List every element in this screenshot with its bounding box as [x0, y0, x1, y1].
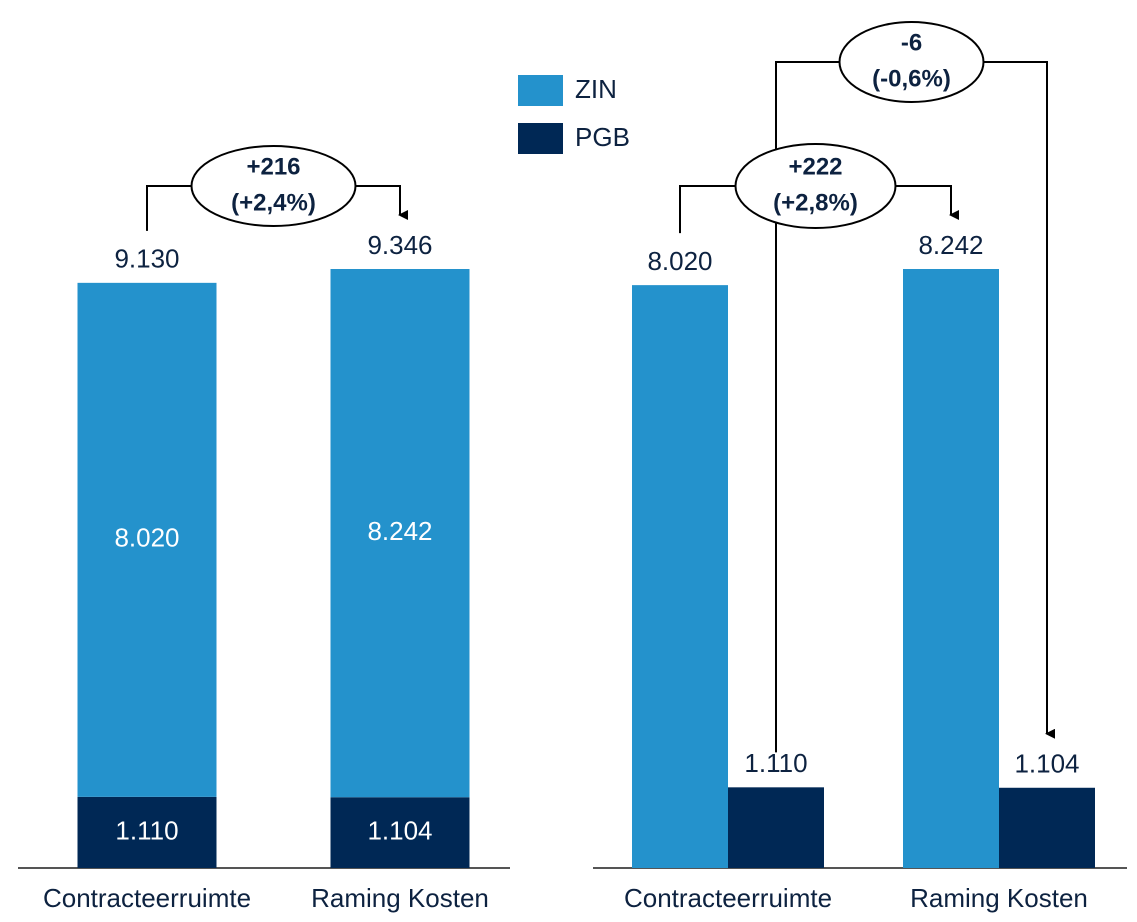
value-label: 8.242	[918, 230, 983, 260]
total-label: 9.130	[114, 244, 179, 274]
bar	[728, 787, 824, 868]
x-tick-label: Contracteerruimte	[43, 883, 251, 913]
bar	[77, 282, 217, 797]
x-tick-label: Raming Kosten	[311, 883, 489, 913]
x-tick-label: Raming Kosten	[910, 883, 1088, 913]
bar	[999, 787, 1095, 868]
annotation-bubble	[190, 145, 357, 227]
annotation-bubble	[838, 21, 985, 103]
bar	[632, 285, 728, 869]
value-label: 1.104	[367, 815, 432, 845]
value-label: 8.242	[367, 516, 432, 546]
legend-label: PGB	[575, 122, 630, 152]
annotation-text: (-0,6%)	[872, 65, 951, 92]
legend-label: ZIN	[575, 74, 617, 104]
value-label: 8.020	[114, 523, 179, 553]
bar	[903, 269, 999, 868]
bar	[330, 797, 470, 868]
bar	[77, 796, 217, 868]
value-label: 8.020	[647, 246, 712, 276]
annotation-text: (+2,8%)	[773, 189, 858, 216]
value-label: 1.110	[744, 748, 807, 778]
value-label: 1.110	[115, 815, 178, 845]
value-label: 1.104	[1014, 749, 1079, 779]
total-label: 9.346	[367, 230, 432, 260]
annotation-text: +216	[246, 153, 300, 180]
annotation-text: -6	[901, 29, 922, 56]
annotation-bubble	[734, 143, 897, 229]
annotation-text: +222	[788, 153, 842, 180]
annotation-text: (+2,4%)	[231, 189, 316, 216]
x-tick-label: Contracteerruimte	[624, 883, 832, 913]
legend-swatch	[518, 75, 563, 106]
legend-swatch	[518, 123, 563, 154]
bar	[330, 269, 470, 798]
